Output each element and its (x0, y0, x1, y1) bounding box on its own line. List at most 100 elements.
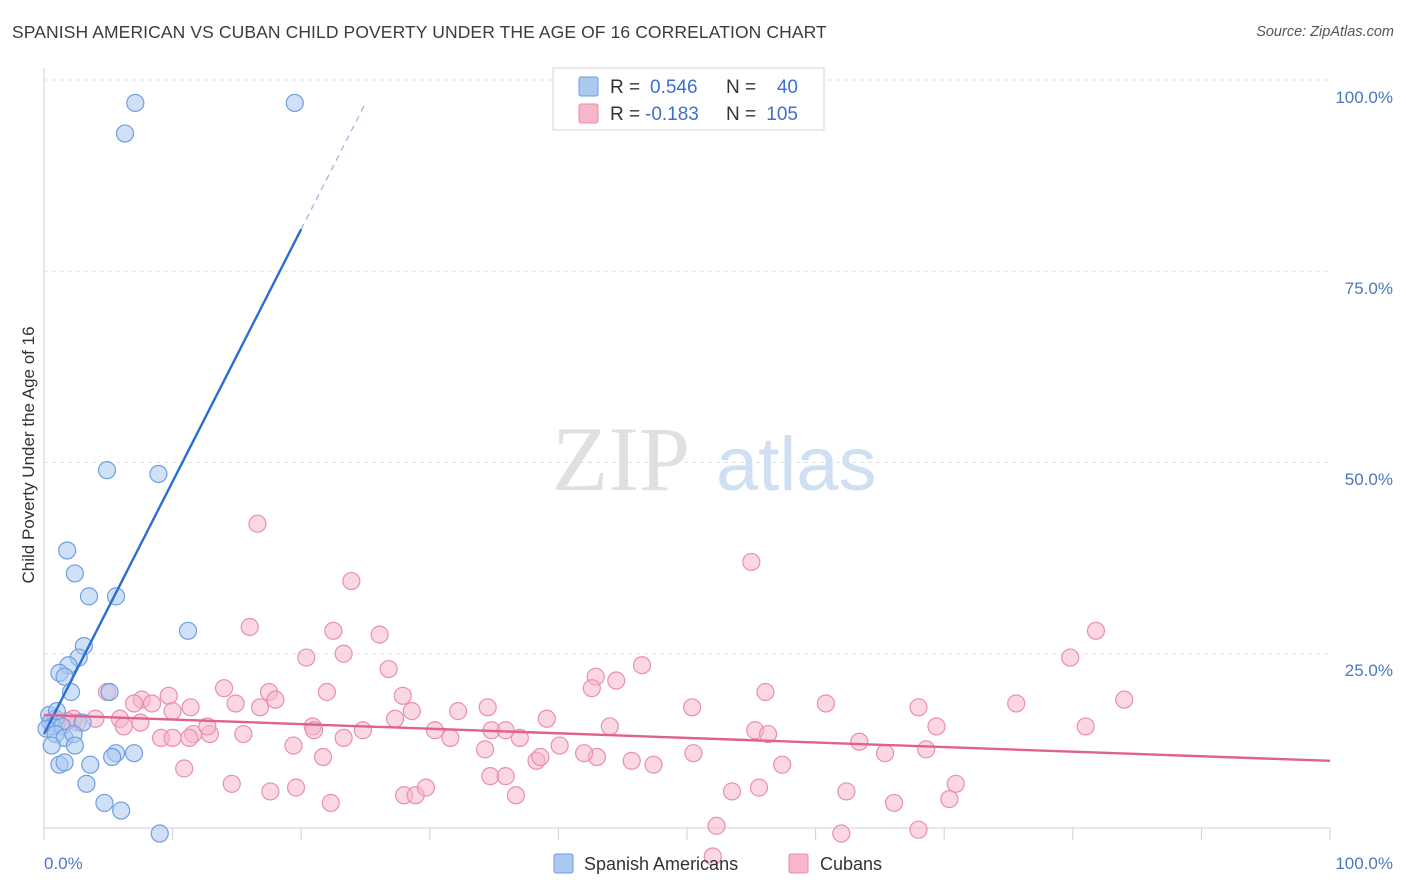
cubans-point-28 (582, 679, 601, 698)
cubans-point-102 (909, 820, 928, 839)
bottom-legend-label-cubans: Cubans (820, 854, 882, 874)
cubans-point-83 (261, 782, 280, 801)
spanish-americans-point-3 (97, 461, 117, 480)
cubans-point-29 (142, 694, 162, 713)
cubans-point-78 (334, 728, 353, 748)
cubans-point-0 (248, 514, 267, 533)
cubans-point-62 (510, 728, 529, 748)
legend-n-value-2: 105 (766, 104, 798, 125)
chart-title: SPANISH AMERICAN VS CUBAN CHILD POVERTY … (12, 22, 827, 42)
spanish-americans-point-6 (65, 564, 84, 583)
spanish-americans-point-1 (285, 93, 304, 113)
cubans-point-57 (198, 717, 217, 736)
spanish-americans-point-37 (112, 801, 131, 820)
legend-r-value-2: -0.183 (645, 104, 699, 125)
top-legend: R = 0.546 N = 40 R = -0.183 N = 105 (552, 67, 825, 131)
legend-swatch-spanish-americans (578, 76, 599, 97)
legend-r-value-1: 0.546 (650, 77, 698, 98)
cubans-point-24 (124, 694, 144, 713)
cubans-point-43 (683, 698, 702, 717)
x-tick-marks (43, 828, 1331, 840)
bottom-legend-swatch-spanish-americans (553, 853, 574, 874)
cubans-point-96 (940, 789, 959, 809)
cubans-point-15 (317, 682, 337, 702)
cubans-point-67 (850, 732, 869, 751)
spanish-americans-point-35 (77, 774, 96, 793)
y-tick-label-75: 75.0% (1345, 279, 1393, 298)
spanish-americans-point-38 (150, 824, 169, 843)
spanish-americans-point-7 (79, 587, 99, 606)
cubans-point-2 (342, 571, 361, 591)
spanish-americans-point-27 (42, 736, 61, 755)
cubans-point-98 (644, 755, 663, 774)
cubans-point-69 (1076, 717, 1095, 736)
spanish-americans-point-16 (100, 682, 119, 702)
cubans-point-27 (1115, 690, 1134, 709)
cubans-point-59 (304, 721, 324, 740)
cubans-point-26 (1007, 694, 1026, 713)
cubans-point-38 (131, 713, 150, 732)
cubans-point-41 (385, 709, 405, 728)
cubans-point-88 (416, 778, 436, 797)
cubans-point-72 (684, 744, 703, 763)
source-label: Source: ZipAtlas.com (1256, 24, 1394, 40)
cubans-point-10 (379, 659, 398, 679)
cubans-point-25 (181, 698, 200, 717)
cubans-point-65 (600, 717, 619, 736)
y-axis-title: Child Poverty Under the Age of 16 (19, 326, 38, 583)
legend-n-label-1: N = (726, 77, 756, 98)
cubans-point-30 (250, 698, 270, 717)
x-tick-label-min: 0.0% (44, 854, 83, 873)
spanish-americans-point-4 (149, 464, 168, 484)
cubans-point-70 (917, 740, 936, 759)
spanish-americans-point-30 (124, 744, 144, 763)
spanish-americans-point-31 (103, 747, 122, 767)
bottom-legend-swatch-cubans (788, 853, 809, 874)
trend-lines (42, 102, 1331, 763)
cubans-point-3 (240, 617, 259, 637)
cubans-point-76 (575, 744, 594, 763)
cubans-point-1 (742, 552, 761, 572)
cubans-point-14 (756, 682, 775, 702)
spanish-americans-point-2 (115, 124, 135, 143)
cubans-point-11 (632, 656, 652, 675)
cubans-point-20 (266, 690, 285, 709)
cubans-point-104 (531, 747, 550, 767)
watermark-atlas: atlas (716, 422, 877, 507)
legend-n-value-1: 40 (777, 77, 798, 98)
watermark-zip: ZIP (552, 408, 690, 510)
bottom-legend-label-spanish-americans: Spanish Americans (584, 854, 738, 874)
cubans-point-95 (884, 793, 904, 813)
spanish-americans-point-0 (126, 93, 145, 113)
cubans-point-94 (837, 782, 856, 801)
cubans-point-85 (321, 793, 340, 813)
spanish-americans-point-36 (95, 793, 114, 813)
spanish-americans-point-33 (55, 753, 74, 772)
cubans-point-31 (402, 702, 421, 721)
spanish-americans-trend-line (42, 228, 303, 735)
cubans-point-13 (607, 671, 626, 690)
cubans-point-60 (353, 721, 373, 740)
cubans-point-55 (163, 728, 182, 748)
cubans-point-58 (234, 724, 253, 744)
cubans-point-84 (286, 778, 306, 797)
x-tick-label-max: 100.0% (1335, 854, 1393, 873)
cubans-point-80 (313, 747, 333, 767)
legend-r-label-2: R = (610, 104, 640, 125)
cubans-point-91 (506, 786, 526, 805)
cubans-point-33 (909, 698, 928, 717)
cubans-point-39 (163, 702, 182, 721)
cubans-point-74 (622, 751, 641, 770)
cubans-trend-line (43, 713, 1331, 763)
cubans-point-79 (284, 736, 303, 755)
cubans-point-45 (927, 717, 946, 736)
spanish-americans-point-9 (178, 621, 198, 640)
cubans-point-93 (749, 778, 769, 797)
spanish-americans-point-5 (58, 541, 77, 560)
y-tick-label-25: 25.0% (1345, 661, 1393, 680)
legend-swatch-cubans (578, 103, 599, 124)
cubans-point-100 (703, 847, 722, 866)
cubans-point-90 (496, 767, 515, 786)
cubans-point-8 (334, 644, 353, 663)
